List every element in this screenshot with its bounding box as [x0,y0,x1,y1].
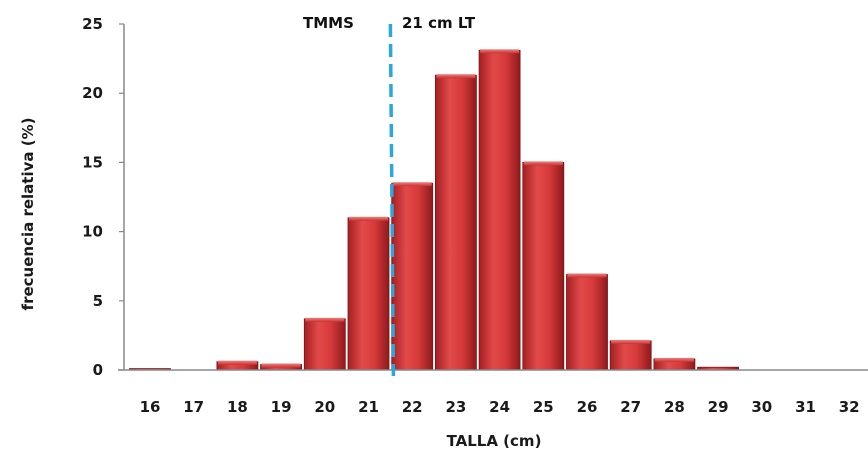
x-tick-label: 21 [358,398,379,416]
bar-cap [567,273,607,278]
bar-cap [349,216,388,221]
y-tick-label: 25 [82,15,103,33]
x-tick-label: 31 [795,398,816,416]
y-tick-label: 0 [93,361,103,379]
bar-body [303,318,346,371]
x-tick-label: 16 [140,398,161,416]
bar-18 [216,360,259,371]
bar-body [347,217,390,371]
bar-27 [609,339,652,371]
bar-26 [566,273,608,371]
annotation-tmms: TMMS [303,14,354,32]
bar-21 [347,216,390,371]
axes-layer [118,24,868,371]
x-tick-label: 26 [577,398,598,416]
x-tick-label: 22 [402,398,423,416]
bar-28 [653,357,696,371]
y-axis-title: frecuencia relativa (%) [19,118,37,311]
x-tick-label: 18 [227,398,248,416]
y-tick-label: 15 [82,153,103,171]
bar-cap [611,339,651,344]
bar-body [566,274,608,371]
x-tick-label: 27 [620,398,641,416]
bar-20 [303,317,346,371]
bar-24 [478,49,521,371]
bar-cap [261,363,301,368]
bar-body [434,74,477,371]
y-tick-label: 10 [82,223,103,241]
x-tick-label: 30 [751,398,772,416]
annotation-21cm-lt: 21 cm LT [402,14,476,32]
bar-body [478,49,521,371]
y-tick-label: 5 [93,292,103,310]
x-tick-label: 20 [314,398,335,416]
x-tick-label: 23 [445,398,466,416]
bar-cap [436,74,476,79]
x-ticks: 16 17 18 19 20 21 22 23 24 25 26 27 28 29 30 31 32 [140,398,860,416]
x-tick-label: 17 [183,398,204,416]
bar-cap [654,357,694,362]
x-tick-label: 24 [489,398,510,416]
bar-22 [391,182,434,371]
x-tick-label: 25 [533,398,554,416]
bar-19 [260,363,303,371]
bar-cap [217,360,257,365]
bar-body [609,340,652,371]
bar-25 [522,161,565,371]
x-axis-title: TALLA (cm) [447,432,542,450]
bar-cap [480,49,520,54]
bar-cap [392,182,432,187]
y-ticks: 0 5 10 15 20 25 [82,15,124,379]
x-tick-label: 29 [708,398,729,416]
x-tick-label: 28 [664,398,685,416]
x-tick-label: 32 [839,398,860,416]
x-tick-label: 19 [271,398,292,416]
bar-23 [434,74,477,371]
bar-body [522,161,565,371]
y-tick-label: 20 [82,84,103,102]
bar-body [391,182,434,371]
bar-cap [305,317,345,322]
bar-cap [523,161,563,166]
bars-layer [129,49,739,371]
